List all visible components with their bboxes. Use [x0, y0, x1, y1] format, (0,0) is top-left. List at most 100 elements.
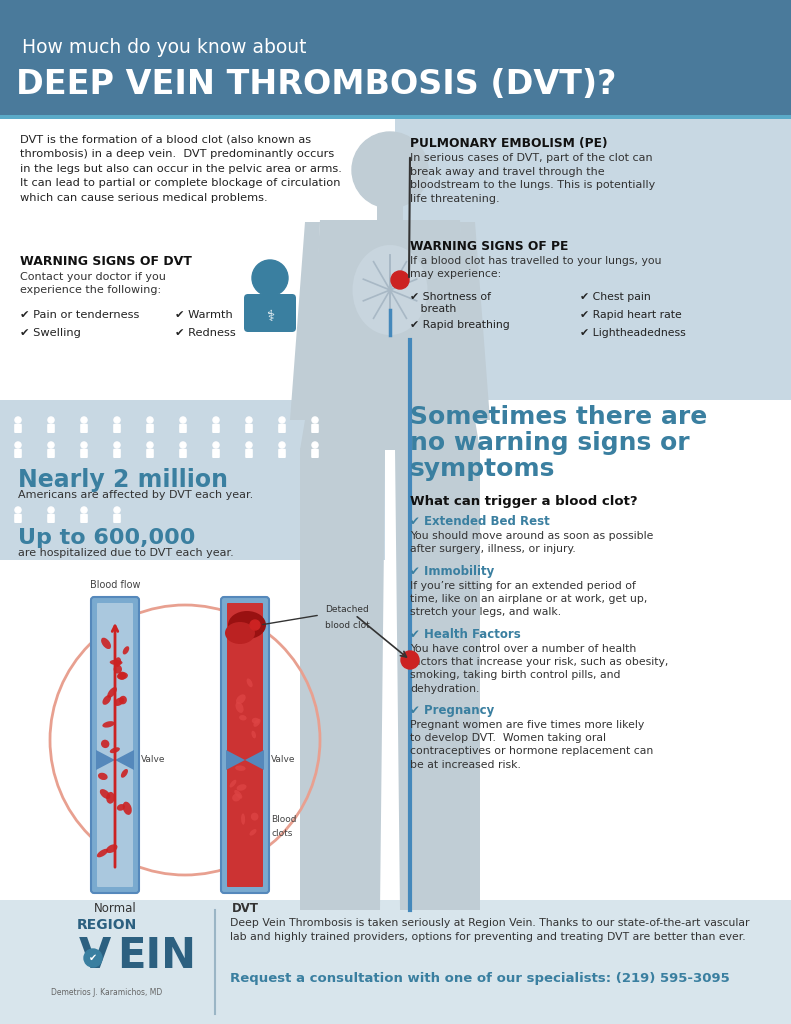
Ellipse shape [237, 784, 247, 791]
Ellipse shape [251, 813, 259, 820]
Text: In serious cases of DVT, part of the clot can
break away and travel through the
: In serious cases of DVT, part of the clo… [410, 153, 655, 204]
Text: Nearly 2 million: Nearly 2 million [18, 468, 228, 492]
Circle shape [213, 442, 219, 449]
Circle shape [48, 442, 54, 449]
Text: Blood flow: Blood flow [89, 580, 140, 590]
Ellipse shape [114, 665, 122, 674]
Text: ✔ Lightheadedness: ✔ Lightheadedness [580, 328, 686, 338]
Circle shape [246, 442, 252, 449]
FancyBboxPatch shape [0, 560, 385, 895]
Ellipse shape [353, 245, 427, 335]
Polygon shape [395, 449, 480, 910]
Circle shape [391, 271, 409, 289]
Ellipse shape [114, 697, 124, 706]
Ellipse shape [247, 678, 252, 687]
Text: ✔ Rapid heart rate: ✔ Rapid heart rate [580, 310, 682, 319]
Ellipse shape [241, 813, 245, 824]
Text: Request a consultation with one of our specialists: (219) 595-3095: Request a consultation with one of our s… [230, 972, 730, 985]
Text: ✔ Rapid breathing: ✔ Rapid breathing [410, 319, 509, 330]
Circle shape [81, 417, 87, 423]
FancyBboxPatch shape [245, 424, 253, 433]
Text: Valve: Valve [271, 756, 296, 765]
Ellipse shape [118, 672, 127, 680]
FancyBboxPatch shape [80, 449, 88, 458]
Text: You should move around as soon as possible
after surgery, illness, or injury.: You should move around as soon as possib… [410, 531, 653, 554]
FancyBboxPatch shape [47, 449, 55, 458]
Ellipse shape [234, 790, 242, 799]
Ellipse shape [110, 659, 123, 665]
Ellipse shape [123, 802, 132, 815]
FancyBboxPatch shape [0, 900, 791, 1024]
Circle shape [15, 507, 21, 513]
Circle shape [147, 442, 153, 449]
Circle shape [352, 132, 428, 208]
Polygon shape [310, 220, 470, 390]
Text: ✔ Warmth: ✔ Warmth [175, 310, 233, 319]
Text: clots: clots [271, 828, 293, 838]
Text: ✔ Redness: ✔ Redness [175, 328, 236, 338]
FancyBboxPatch shape [227, 603, 263, 887]
FancyBboxPatch shape [47, 514, 55, 523]
FancyBboxPatch shape [14, 514, 22, 523]
FancyBboxPatch shape [80, 514, 88, 523]
FancyBboxPatch shape [395, 119, 791, 400]
Text: Contact your doctor if you
experience the following:: Contact your doctor if you experience th… [20, 272, 166, 295]
Text: ✔ Chest pain: ✔ Chest pain [580, 292, 651, 302]
Circle shape [401, 651, 419, 669]
Text: Sometimes there are
no warning signs or
symptoms: Sometimes there are no warning signs or … [410, 406, 707, 481]
Text: REGION: REGION [77, 918, 137, 932]
FancyBboxPatch shape [14, 449, 22, 458]
FancyBboxPatch shape [113, 424, 121, 433]
Circle shape [246, 417, 252, 423]
Text: Americans are affected by DVT each year.: Americans are affected by DVT each year. [18, 490, 253, 500]
Ellipse shape [117, 672, 128, 680]
Ellipse shape [115, 657, 121, 667]
FancyBboxPatch shape [245, 449, 253, 458]
FancyBboxPatch shape [377, 182, 403, 220]
Polygon shape [115, 750, 134, 770]
Circle shape [279, 417, 285, 423]
Ellipse shape [253, 719, 260, 727]
Polygon shape [460, 222, 490, 420]
Text: EIN: EIN [117, 935, 196, 977]
FancyBboxPatch shape [14, 424, 22, 433]
Ellipse shape [98, 773, 108, 780]
Ellipse shape [236, 694, 246, 705]
FancyBboxPatch shape [113, 449, 121, 458]
Circle shape [15, 442, 21, 449]
Ellipse shape [121, 769, 128, 778]
Text: ✔ Health Factors: ✔ Health Factors [410, 628, 520, 641]
Ellipse shape [117, 804, 125, 811]
FancyBboxPatch shape [113, 514, 121, 523]
Circle shape [48, 507, 54, 513]
FancyBboxPatch shape [180, 424, 187, 433]
Text: V: V [79, 935, 112, 977]
Circle shape [252, 260, 288, 296]
Text: Blood: Blood [271, 815, 297, 824]
Ellipse shape [102, 721, 115, 728]
Text: Valve: Valve [141, 756, 165, 765]
Circle shape [81, 507, 87, 513]
FancyBboxPatch shape [180, 449, 187, 458]
Ellipse shape [106, 792, 115, 804]
Ellipse shape [249, 829, 256, 836]
Ellipse shape [229, 779, 237, 787]
FancyBboxPatch shape [97, 603, 133, 887]
Polygon shape [245, 750, 264, 770]
Text: ✔: ✔ [89, 953, 97, 963]
Circle shape [279, 442, 285, 449]
Circle shape [312, 417, 318, 423]
FancyBboxPatch shape [146, 424, 153, 433]
Text: blood clot: blood clot [325, 621, 369, 630]
Text: Pregnant women are five times more likely
to develop DVT.  Women taking oral
con: Pregnant women are five times more likel… [410, 720, 653, 770]
Text: DVT is the formation of a blood clot (also known as
thrombosis) in a deep vein. : DVT is the formation of a blood clot (al… [20, 135, 342, 203]
Circle shape [147, 417, 153, 423]
FancyBboxPatch shape [0, 400, 385, 560]
Circle shape [114, 507, 120, 513]
Polygon shape [96, 750, 115, 770]
Text: DVT: DVT [232, 902, 259, 915]
Text: ✔ Pain or tenderness: ✔ Pain or tenderness [20, 310, 139, 319]
Ellipse shape [225, 622, 255, 644]
Ellipse shape [252, 718, 259, 724]
FancyBboxPatch shape [221, 597, 269, 893]
